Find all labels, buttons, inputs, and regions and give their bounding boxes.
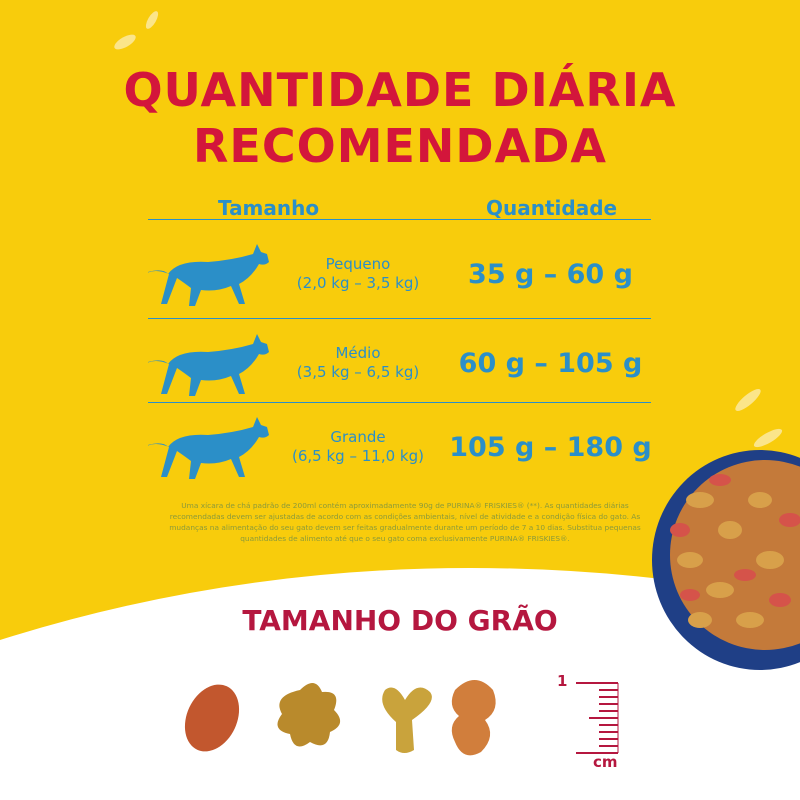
ruler-unit: cm — [593, 753, 618, 771]
weight-range: (6,5 kg – 11,0 kg) — [292, 447, 424, 465]
quantity-value: 105 g – 180 g — [449, 432, 652, 463]
weight-range: (3,5 kg – 6,5 kg) — [296, 363, 420, 381]
sparkle-top-left — [114, 11, 159, 50]
quantity-value: 60 g – 105 g — [458, 348, 643, 379]
header-divider — [148, 219, 651, 220]
size-label: Médio — [335, 344, 381, 362]
row-divider — [148, 318, 651, 319]
quantity-value: 35 g – 60 g — [468, 259, 633, 290]
header-size: Tamanho — [218, 196, 320, 220]
food-bowl — [652, 450, 800, 670]
size-ruler: 1 cm — [555, 670, 625, 771]
cat-small-icon — [148, 244, 269, 306]
cat-medium-icon — [148, 334, 269, 396]
table-row: Grande (6,5 kg – 11,0 kg) 105 g – 180 g — [148, 415, 652, 485]
cat-large-icon — [148, 417, 269, 479]
grain-size-title: TAMANHO DO GRÃO — [242, 604, 558, 637]
ruler-ticks — [576, 682, 619, 754]
header-quantity: Quantidade — [486, 196, 618, 220]
kibble-samples — [184, 680, 496, 756]
footnote: Uma xícara de chá padrão de 200ml contém… — [169, 501, 641, 543]
ruler-value: 1 — [557, 672, 568, 690]
table-row: Médio (3,5 kg – 6,5 kg) 60 g – 105 g — [148, 332, 651, 402]
page-title-line-2: RECOMENDADA — [193, 119, 607, 173]
table-row: Pequeno (2,0 kg – 3,5 kg) 35 g – 60 g — [148, 242, 651, 312]
weight-range: (2,0 kg – 3,5 kg) — [296, 274, 420, 292]
row-divider — [148, 402, 651, 403]
page-title-line-1: QUANTIDADE DIÁRIA — [123, 63, 677, 117]
size-label: Pequeno — [325, 255, 391, 273]
size-label: Grande — [330, 428, 386, 446]
